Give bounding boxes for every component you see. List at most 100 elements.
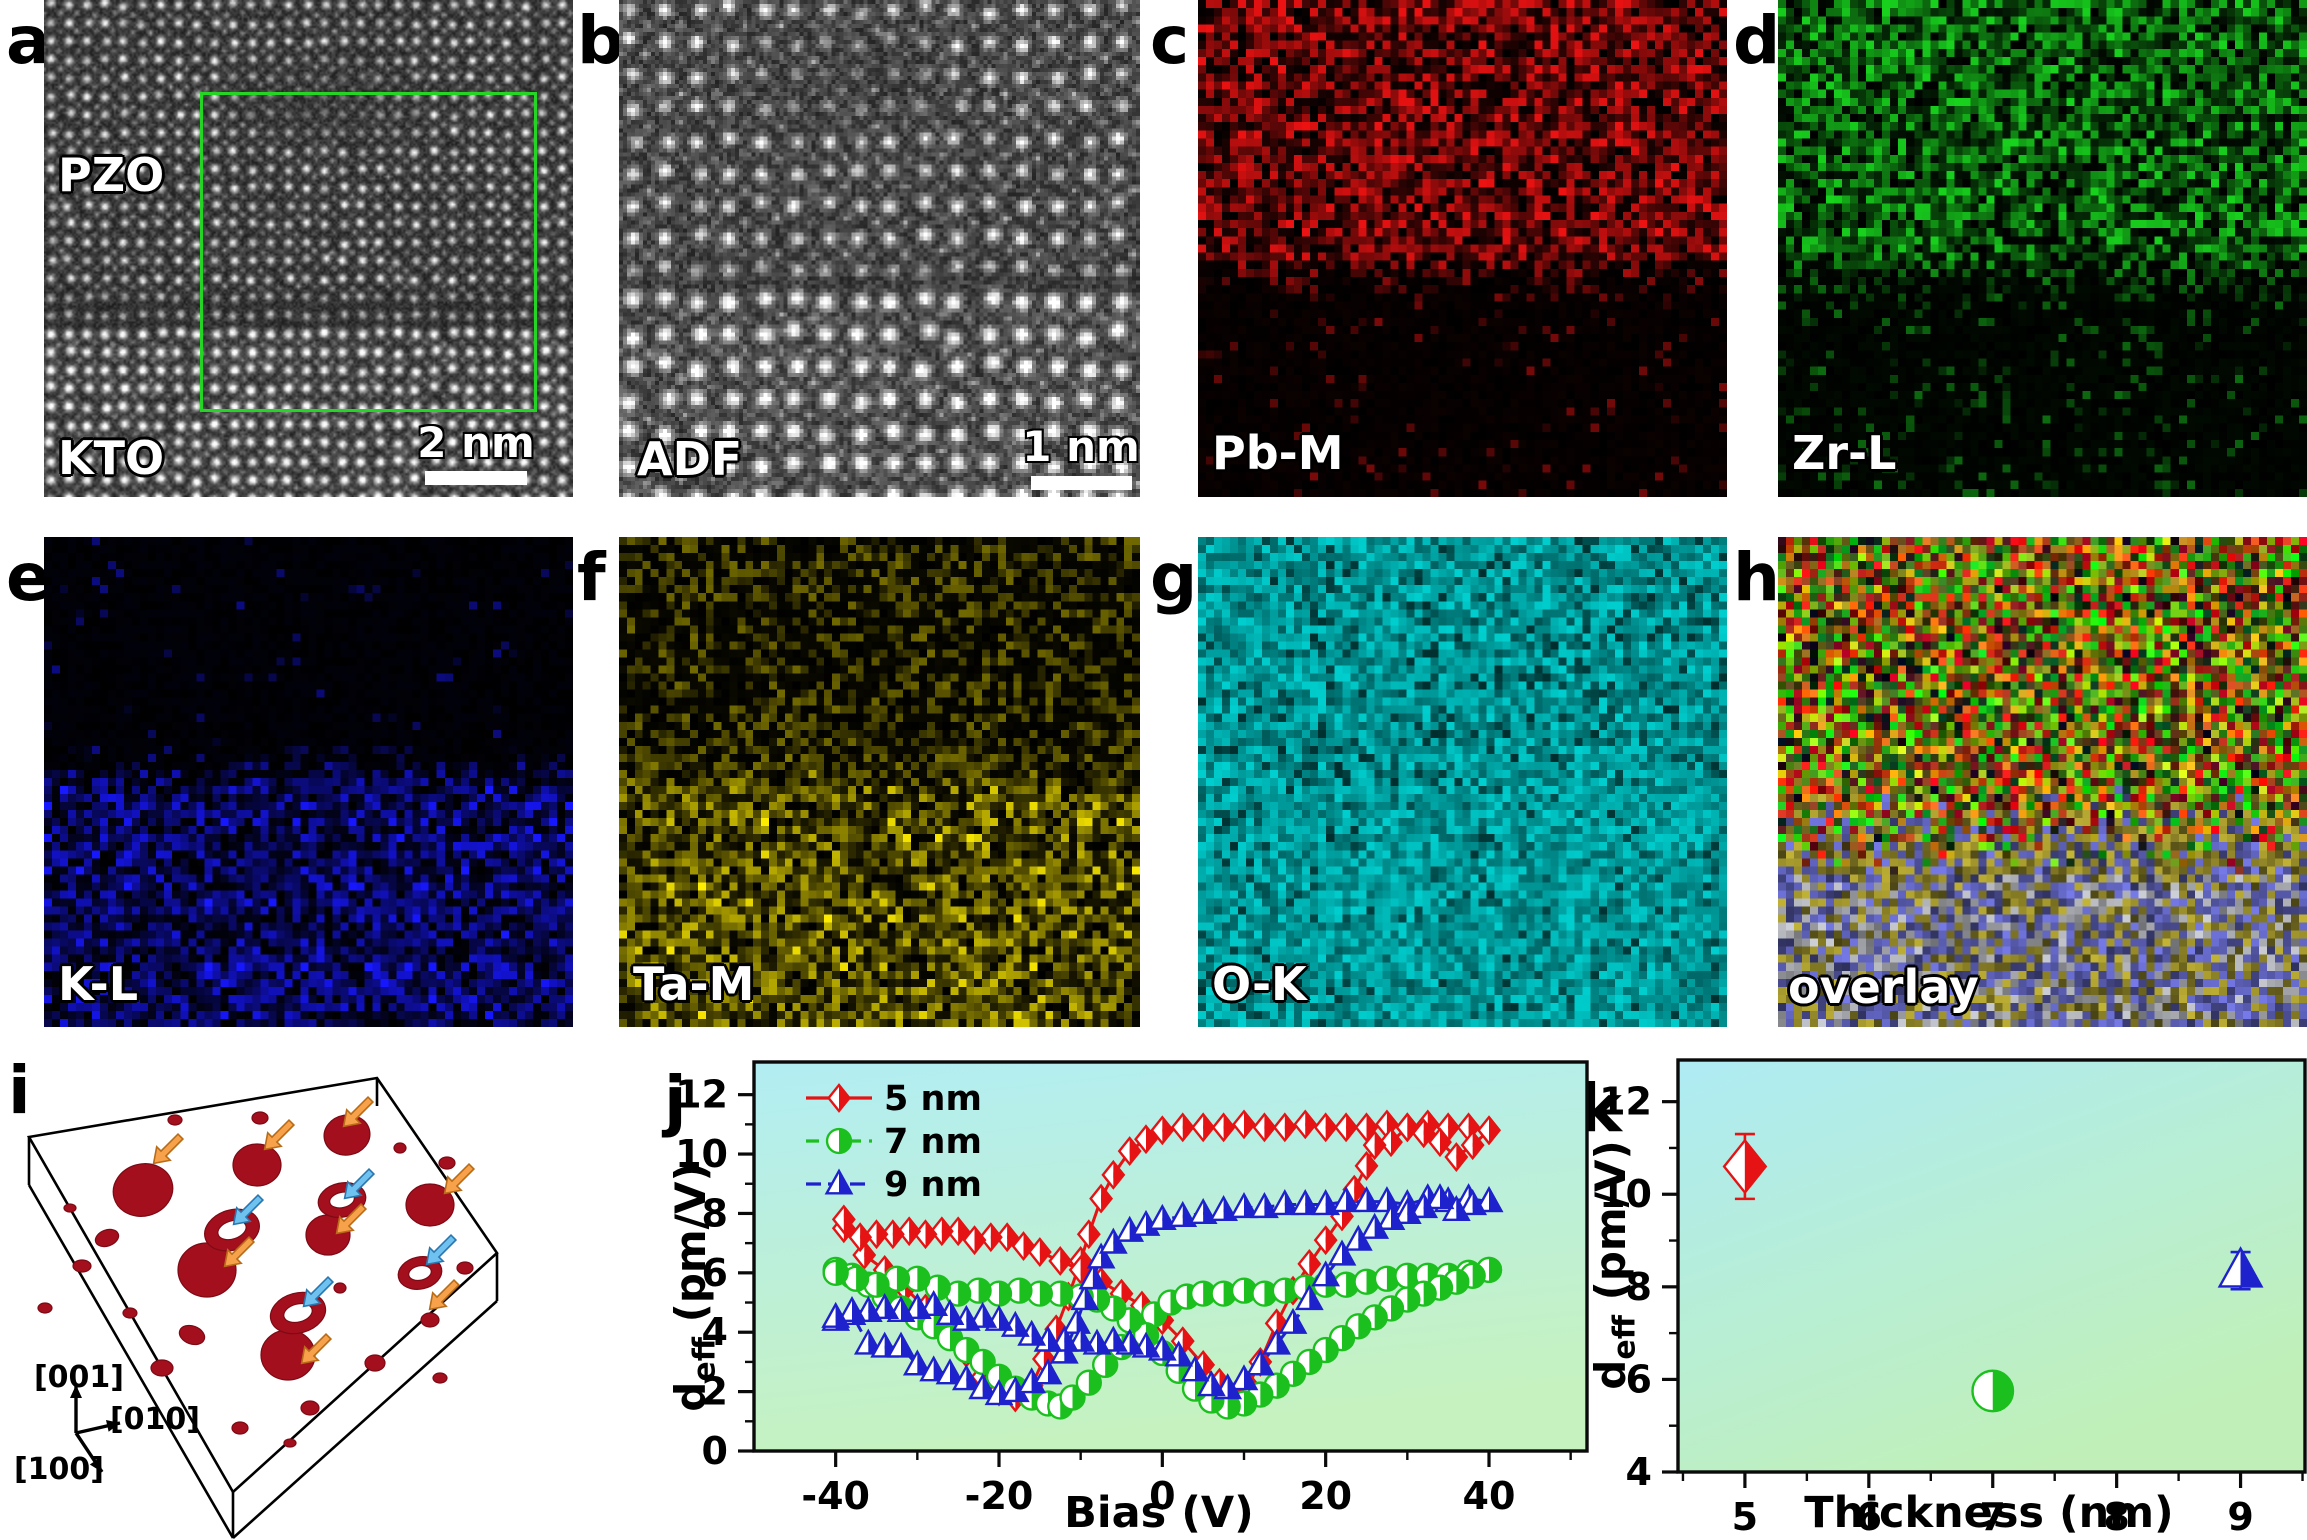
marker-half	[953, 1366, 967, 1390]
marker-triangle	[1352, 1186, 1381, 1213]
marker-half	[833, 1206, 844, 1233]
marker-triangle	[1229, 1364, 1259, 1391]
marker-half	[1423, 1120, 1435, 1147]
marker-diamond	[1362, 1130, 1387, 1161]
marker-half	[1366, 1114, 1377, 1141]
marker-half	[1458, 1114, 1469, 1141]
marker-half	[1315, 1227, 1326, 1254]
marker-diamond	[1252, 1112, 1277, 1143]
marker-diamond	[848, 1222, 873, 1253]
marker-triangle	[1278, 1307, 1308, 1334]
marker-half	[1019, 1369, 1032, 1393]
marker-half	[892, 1221, 904, 1248]
marker-half	[839, 1085, 850, 1111]
marker-triangle	[870, 1331, 900, 1358]
marker-half	[1088, 1221, 1100, 1248]
y-tick-label: 12	[1599, 1080, 1652, 1124]
y-tick-label: 8	[1626, 1265, 1652, 1309]
marker-half	[931, 1218, 942, 1245]
marker-half	[1007, 1224, 1018, 1251]
blue-arrow	[302, 1275, 335, 1308]
marker-half	[876, 1221, 887, 1248]
marker-circle	[1971, 1369, 2015, 1413]
orange-arrow	[300, 1332, 333, 1365]
isosurface-blob	[63, 1203, 77, 1213]
isosurface-blob	[283, 1438, 297, 1448]
isosurface-blob	[72, 1259, 92, 1273]
marker-half	[1068, 1328, 1081, 1351]
marker-triangle	[1213, 1373, 1243, 1400]
marker-half	[1264, 1114, 1275, 1141]
marker-triangle	[1311, 1189, 1341, 1216]
marker-diamond	[897, 1216, 922, 1247]
marker-half	[1407, 1114, 1418, 1141]
marker-half	[1489, 1117, 1500, 1144]
x-tick-label: 6	[1856, 1495, 1882, 1539]
eds-overlay-map	[1778, 537, 2307, 1027]
marker-half	[1244, 1111, 1255, 1138]
ylabel-d: d	[1586, 1359, 1635, 1390]
marker-half	[1013, 1233, 1024, 1260]
adf-image-panel-b: ADF 1 nm	[619, 0, 1140, 497]
marker-half	[1429, 1129, 1440, 1156]
marker-triangle	[968, 1373, 998, 1400]
marker-half	[1374, 1132, 1386, 1159]
marker-half	[1121, 1280, 1132, 1307]
y-tick-label: 4	[702, 1310, 728, 1354]
marker-triangle	[1098, 1325, 1128, 1352]
marker-triangle	[919, 1355, 949, 1382]
marker-triangle	[1147, 1203, 1177, 1230]
marker-triangle	[1262, 1328, 1292, 1355]
x-tick-label: 0	[1149, 1474, 1175, 1518]
marker-triangle	[1066, 1325, 1096, 1352]
marker-triangle	[968, 1301, 998, 1328]
marker-half	[1019, 1322, 1032, 1345]
marker-half	[1356, 1152, 1367, 1179]
marker-triangle	[1372, 1186, 1402, 1213]
y-tick-label: 10	[675, 1132, 728, 1176]
marker-half	[1437, 1114, 1449, 1141]
isosurface-blob	[122, 1307, 138, 1319]
isosurface-blob	[231, 1421, 249, 1435]
marker-diamond	[1354, 1151, 1379, 1181]
stem-image-panel-a: PZO KTO 2 nm	[44, 0, 573, 497]
marker-triangle	[1082, 1328, 1112, 1355]
marker-half	[843, 1206, 855, 1233]
marker-diamond	[995, 1222, 1020, 1253]
marker-diamond	[1068, 1254, 1093, 1285]
marker-triangle	[1392, 1197, 1422, 1225]
marker-half	[1309, 1250, 1320, 1277]
box-edge	[27, 1184, 235, 1539]
marker-diamond	[1395, 1112, 1420, 1143]
panel-letter-d: d	[1733, 2, 1781, 79]
marker-half	[1724, 1140, 1745, 1193]
chart-k-xlabel: Thickness (nm)	[1804, 1488, 2174, 1538]
region-label-pzo: PZO	[58, 148, 165, 202]
isosurface-blob	[456, 1261, 474, 1275]
marker-half	[1440, 1129, 1451, 1156]
orange-arrow	[223, 1235, 256, 1268]
marker-half	[1119, 1138, 1130, 1165]
marker-half	[1456, 1144, 1467, 1171]
marker-diamond	[1101, 1159, 1126, 1190]
marker-half	[1396, 1114, 1408, 1141]
marker-diamond	[1076, 1219, 1101, 1250]
marker-half	[1078, 1221, 1089, 1248]
marker-triangle	[1331, 1186, 1361, 1213]
marker-half	[1080, 1265, 1093, 1289]
isosurface-blob	[323, 1114, 371, 1156]
marker-diamond	[929, 1216, 954, 1247]
marker-half	[1213, 1114, 1224, 1141]
blue-arrow	[343, 1167, 376, 1200]
marker-triangle	[1196, 1370, 1226, 1397]
marker-triangle	[1458, 1189, 1488, 1216]
marker-diamond	[1048, 1246, 1073, 1276]
panel-letter-h: h	[1733, 539, 1780, 616]
marker-half	[1233, 1111, 1244, 1138]
marker-triangle	[1086, 1242, 1116, 1269]
ylabel-units: (pm/V)	[1586, 1140, 1635, 1315]
marker-half	[1325, 1191, 1339, 1214]
y-tick-label: 10	[1599, 1172, 1652, 1216]
eds-map-pb	[1198, 0, 1727, 497]
